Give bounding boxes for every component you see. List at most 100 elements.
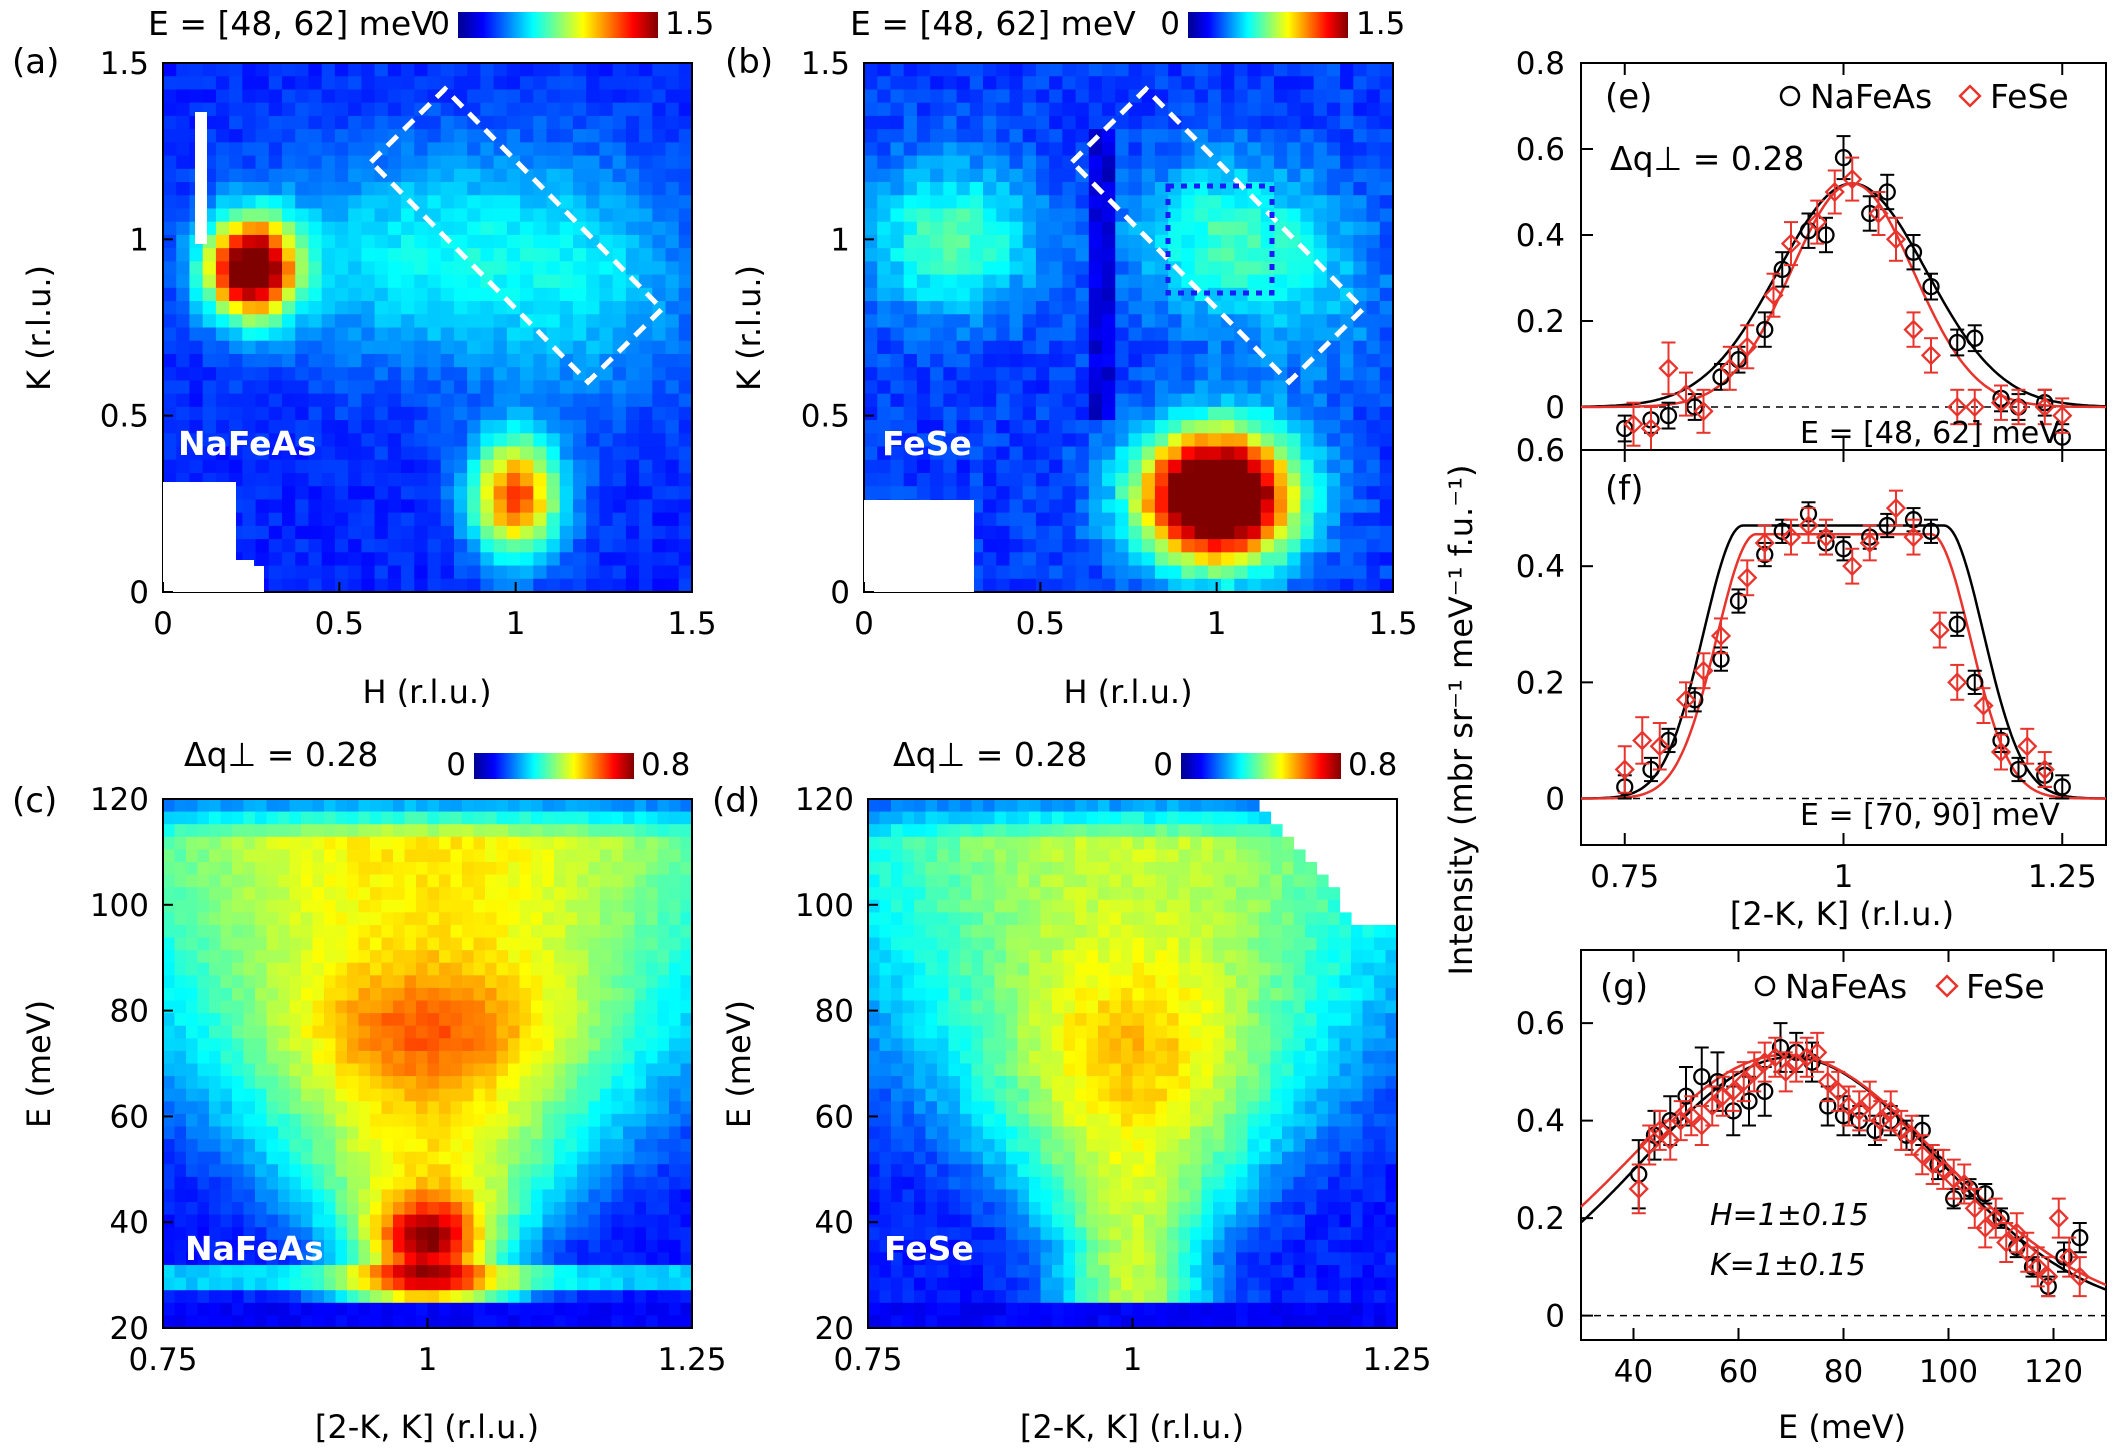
heatmap-cell [1273, 512, 1288, 527]
heatmap-cell [565, 1302, 578, 1317]
heatmap-cell [542, 1290, 555, 1304]
heatmap-cell [996, 221, 1011, 236]
heatmap-cell [278, 861, 291, 876]
heatmap-cell [996, 234, 1011, 249]
heatmap-cell [381, 1252, 394, 1266]
ylabel-b: K (r.l.u.) [730, 265, 768, 391]
heatmap-cell [599, 168, 614, 183]
heatmap-cell [554, 836, 567, 850]
heatmap-cell [480, 76, 495, 91]
heatmap-cell [232, 937, 245, 951]
heatmap-cell [324, 987, 337, 1002]
heatmap-cell [440, 102, 455, 117]
heatmap-cell [462, 1113, 475, 1128]
heatmap-cell [554, 1151, 567, 1165]
heatmap-cell [1273, 76, 1288, 91]
heatmap-cell [374, 525, 389, 540]
heatmap-cell [533, 234, 548, 249]
heatmap-cell [387, 142, 402, 157]
heatmap-cell [554, 975, 567, 989]
heatmap-cell [189, 459, 204, 474]
axes-b: 0 0.5 1 1.500.511.5 [801, 46, 1418, 642]
heatmap-cell [416, 849, 429, 863]
heatmap-cell [255, 367, 270, 381]
heatmap-cell [599, 208, 614, 223]
heatmap-cell [1088, 367, 1103, 381]
heatmap-cell [324, 1164, 337, 1178]
heatmap-cell [462, 1315, 475, 1329]
heatmap-cell [969, 168, 984, 183]
heatmap-cell [678, 367, 693, 381]
heatmap-cell [1049, 578, 1063, 593]
heatmap-cell [370, 1202, 383, 1216]
heatmap-cell [312, 1050, 325, 1065]
heatmap-cell [473, 899, 486, 913]
heatmap-cell [255, 221, 270, 236]
heatmap-cell [559, 380, 574, 395]
heatmap-cell [324, 1239, 337, 1254]
heatmap-cell [864, 168, 878, 183]
heatmap-cell [519, 1265, 532, 1279]
heatmap-cell [1353, 89, 1368, 104]
heatmap-cell [381, 849, 394, 863]
heatmap-cell [393, 924, 406, 939]
heatmap-cell [577, 1227, 590, 1241]
heatmap-cell [209, 1176, 222, 1191]
heatmap-cell [242, 406, 257, 421]
heatmap-cell [1207, 565, 1222, 580]
heatmap-cell [1075, 446, 1090, 461]
heatmap-cell [229, 406, 243, 421]
heatmap-cell [1088, 248, 1103, 262]
heatmap-cell [956, 472, 971, 487]
heatmap-cell [163, 1164, 176, 1178]
heatmap-cell [1194, 472, 1209, 487]
heatmap-cell [493, 76, 508, 91]
heatmap-cell [243, 799, 256, 813]
heatmap-cell [611, 1025, 624, 1039]
heatmap-cell [289, 1252, 302, 1266]
heatmap-cell [1366, 142, 1381, 157]
heatmap-cell [462, 849, 475, 863]
heatmap-cell [174, 1063, 187, 1077]
heatmap-cell [665, 367, 680, 381]
heatmap-cell [467, 63, 481, 77]
heatmap-cell [531, 1050, 544, 1065]
heatmap-cell [1247, 168, 1262, 183]
heatmap-cell [1313, 142, 1328, 157]
heatmap-cell [678, 525, 693, 540]
heatmap-cell [1287, 433, 1302, 448]
heatmap-cell [1260, 393, 1275, 408]
heatmap-cell [1022, 129, 1037, 143]
heatmap-cell [639, 234, 653, 249]
heatmap-cell [416, 1139, 429, 1153]
heatmap-cell [1379, 353, 1394, 368]
heatmap-cell [370, 1025, 383, 1039]
heatmap-cell [519, 975, 532, 989]
heatmap-cell [301, 1151, 314, 1165]
heatmap-cell [496, 887, 509, 901]
heatmap-cell [1194, 499, 1209, 514]
heatmap-cell [1379, 274, 1394, 289]
heatmap-cell [450, 887, 463, 901]
heatmap-cell [572, 76, 587, 91]
heatmap-cell [599, 552, 614, 567]
heatmap-cell [1194, 248, 1209, 262]
heatmap-cell [324, 1101, 337, 1115]
heatmap-cell [255, 380, 270, 395]
heatmap-cell [599, 499, 614, 514]
heatmap-cell [623, 1265, 636, 1279]
heatmap-cell [665, 274, 680, 289]
heatmap-cell [321, 512, 336, 527]
heatmap-cell [370, 1239, 383, 1254]
heatmap-cell [416, 1252, 429, 1266]
heatmap-cell [401, 102, 415, 117]
heatmap-cell [1009, 565, 1024, 580]
heatmap-cell [1340, 89, 1354, 104]
heatmap-cell [348, 63, 362, 77]
heatmap-cell [1353, 433, 1368, 448]
heatmap-cell [599, 380, 614, 395]
heatmap-cell [956, 433, 971, 448]
heatmap-cell [611, 1101, 624, 1115]
heatmap-cell [1247, 261, 1262, 276]
heatmap-cell [209, 975, 222, 989]
